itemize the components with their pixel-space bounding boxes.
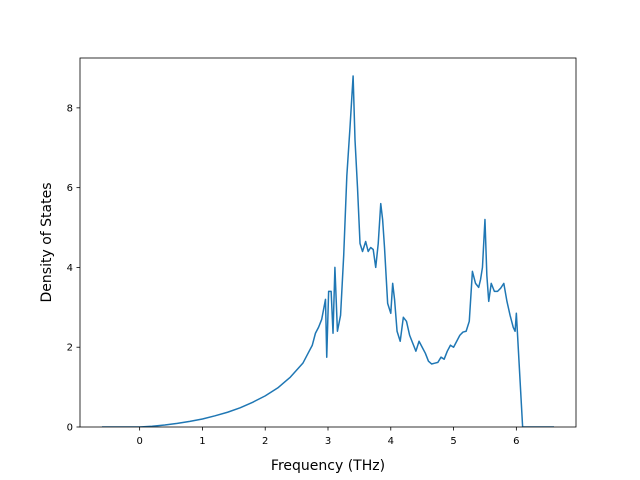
x-tick-label: 1 — [199, 436, 205, 447]
x-tick-label: 0 — [136, 436, 142, 447]
x-tick-label: 4 — [388, 436, 394, 447]
x-tick-label: 6 — [513, 436, 519, 447]
x-tick-label: 3 — [325, 436, 331, 447]
y-tick-label: 8 — [67, 103, 73, 114]
y-tick-label: 6 — [67, 183, 73, 194]
y-tick-label: 2 — [67, 343, 73, 354]
y-axis-title: Density of States — [39, 183, 55, 303]
x-tick-label: 5 — [450, 436, 456, 447]
axes-frame — [79, 57, 577, 428]
series-line-0 — [101, 75, 555, 427]
x-tick-label: 2 — [262, 436, 268, 447]
tick-layer: 0 1 2 3 4 5 6 0 2 4 6 8 — [67, 103, 520, 447]
plot-area — [79, 57, 577, 428]
y-tick-label: 4 — [67, 263, 73, 274]
y-tick-label: 0 — [67, 423, 73, 434]
x-axis-title: Frequency (THz) — [271, 458, 385, 474]
